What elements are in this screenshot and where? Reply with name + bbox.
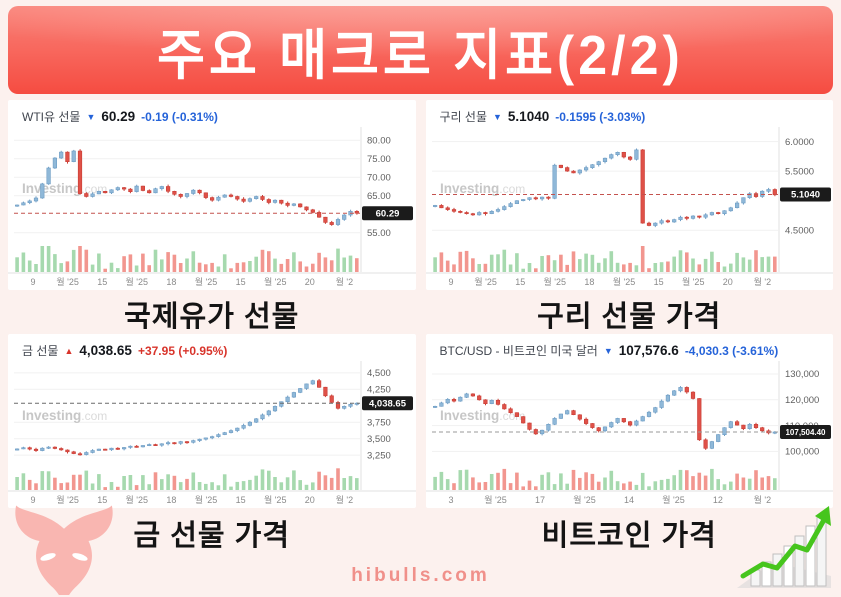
svg-text:월 '25: 월 '25 xyxy=(484,494,507,505)
caption-gold: 금 선물 가격 xyxy=(133,520,290,552)
svg-text:20: 20 xyxy=(722,277,732,287)
svg-text:80.00: 80.00 xyxy=(367,136,391,147)
last-price: 4,038.65 xyxy=(79,343,132,358)
svg-text:월 '25: 월 '25 xyxy=(195,494,218,505)
price-change: -0.1595 (-3.03%) xyxy=(555,109,646,124)
svg-text:14: 14 xyxy=(623,495,633,505)
site-watermark: hibulls.com xyxy=(351,565,490,586)
svg-text:Investing.com: Investing.com xyxy=(22,408,107,423)
svg-text:18: 18 xyxy=(584,277,594,287)
svg-text:17: 17 xyxy=(534,495,544,505)
svg-text:65.00: 65.00 xyxy=(367,191,391,202)
svg-text:5.1040: 5.1040 xyxy=(790,190,819,201)
instrument-label: BTC/USD - 비트코인 미국 달러 xyxy=(439,344,598,358)
svg-text:월 '25: 월 '25 xyxy=(543,276,566,287)
price-down-arrow-icon: ▼ xyxy=(493,111,502,122)
svg-text:20: 20 xyxy=(305,495,315,505)
svg-text:월 '25: 월 '25 xyxy=(573,494,596,505)
svg-text:18: 18 xyxy=(166,495,176,505)
chart-panel-gold: 금 선물 ▲ 4,038.65 +37.95 (+0.95%) 4,500 4,2… xyxy=(8,334,416,508)
svg-text:9: 9 xyxy=(448,277,453,287)
price-change: -4,030.3 (-3.61%) xyxy=(684,343,779,358)
title-banner: 주요 매크로 지표(2/2) xyxy=(8,6,833,94)
price-change: -0.19 (-0.31%) xyxy=(141,109,218,124)
price-up-arrow-icon: ▲ xyxy=(64,345,74,356)
svg-text:12: 12 xyxy=(712,495,722,505)
svg-text:3,500: 3,500 xyxy=(367,434,391,445)
last-price: 60.29 xyxy=(101,109,136,124)
price-down-arrow-icon: ▼ xyxy=(603,345,613,356)
chart-panel-btc: BTC/USD - 비트코인 미국 달러 ▼ 107,576.6 -4,030.… xyxy=(425,334,834,508)
svg-text:6.0000: 6.0000 xyxy=(785,137,814,148)
instrument-label: 금 선물 xyxy=(22,344,59,358)
candlestick-chart-wti: 80.00 75.00 70.00 65.00 55.00 Investing.com 60… xyxy=(8,125,416,290)
svg-text:130,000: 130,000 xyxy=(785,369,819,380)
svg-text:9: 9 xyxy=(30,495,35,505)
svg-text:100,000: 100,000 xyxy=(785,447,819,458)
svg-text:60.29: 60.29 xyxy=(376,208,400,219)
svg-text:75.00: 75.00 xyxy=(367,154,391,165)
instrument-label: 구리 선물 xyxy=(439,110,488,124)
svg-text:5.5000: 5.5000 xyxy=(785,166,814,177)
instrument-label: WTI유 선물 xyxy=(22,110,81,124)
svg-text:월 '25: 월 '25 xyxy=(681,276,704,287)
caption-oil: 국제유가 선물 xyxy=(124,301,300,333)
svg-text:월 '25: 월 '25 xyxy=(126,494,149,505)
svg-text:월 '25: 월 '25 xyxy=(56,494,79,505)
chart-panel-copper: 구리 선물 ▼ 5.1040 -0.1595 (-3.03%) 6.0000 5.… xyxy=(425,100,834,290)
svg-text:4.5000: 4.5000 xyxy=(785,225,814,236)
svg-text:15: 15 xyxy=(236,495,246,505)
svg-text:18: 18 xyxy=(166,277,176,287)
svg-text:월 '25: 월 '25 xyxy=(264,276,287,287)
chart-panel-wti: WTI유 선물 ▼ 60.29 -0.19 (-0.31%) 80.00 75.0… xyxy=(8,100,416,290)
svg-text:월 '25: 월 '25 xyxy=(264,494,287,505)
svg-text:월 '2: 월 '2 xyxy=(753,276,771,287)
svg-text:월 '2: 월 '2 xyxy=(753,494,771,505)
svg-text:월 '25: 월 '25 xyxy=(612,276,635,287)
svg-text:9: 9 xyxy=(30,277,35,287)
svg-text:15: 15 xyxy=(236,277,246,287)
chart-header-wti: WTI유 선물 ▼ 60.29 -0.19 (-0.31%) xyxy=(8,100,416,125)
page-title: 주요 매크로 지표(2/2) xyxy=(157,25,684,87)
svg-text:70.00: 70.00 xyxy=(367,173,391,184)
growth-chart-icon xyxy=(733,502,835,592)
svg-text:월 '25: 월 '25 xyxy=(474,276,497,287)
svg-text:3,250: 3,250 xyxy=(367,450,391,461)
svg-text:15: 15 xyxy=(97,277,107,287)
svg-text:Investing.com: Investing.com xyxy=(440,181,525,196)
svg-text:월 '2: 월 '2 xyxy=(336,494,354,505)
caption-copper: 구리 선물 가격 xyxy=(537,301,722,333)
caption-bitcoin: 비트코인 가격 xyxy=(541,520,717,552)
chart-header-gold: 금 선물 ▲ 4,038.65 +37.95 (+0.95%) xyxy=(8,334,416,359)
charts-grid: WTI유 선물 ▼ 60.29 -0.19 (-0.31%) 80.00 75.0… xyxy=(8,100,833,554)
svg-text:15: 15 xyxy=(515,277,525,287)
svg-text:월 '2: 월 '2 xyxy=(336,276,354,287)
candlestick-chart-copper: 6.0000 5.5000 4.5000 Investing.com 5.1040 9 월 … xyxy=(425,125,833,290)
svg-text:월 '25: 월 '25 xyxy=(195,276,218,287)
bull-logo-icon xyxy=(0,503,128,595)
svg-text:월 '25: 월 '25 xyxy=(662,494,685,505)
svg-text:20: 20 xyxy=(305,277,315,287)
svg-text:55.00: 55.00 xyxy=(367,228,391,239)
svg-text:3,750: 3,750 xyxy=(367,417,391,428)
svg-text:Investing.com: Investing.com xyxy=(440,408,525,423)
svg-text:월 '25: 월 '25 xyxy=(126,276,149,287)
svg-text:3: 3 xyxy=(448,495,453,505)
price-change: +37.95 (+0.95%) xyxy=(137,343,228,358)
svg-text:4,250: 4,250 xyxy=(367,385,391,396)
svg-text:15: 15 xyxy=(653,277,663,287)
last-price: 107,576.6 xyxy=(618,343,679,358)
last-price: 5.1040 xyxy=(507,109,550,124)
candlestick-chart-gold: 4,500 4,250 3,750 3,500 3,250 Investing.com 4,… xyxy=(8,359,416,508)
chart-header-btc: BTC/USD - 비트코인 미국 달러 ▼ 107,576.6 -4,030.… xyxy=(426,334,834,359)
svg-text:4,038.65: 4,038.65 xyxy=(369,398,407,409)
svg-text:120,000: 120,000 xyxy=(785,395,819,406)
svg-text:15: 15 xyxy=(97,495,107,505)
price-down-arrow-icon: ▼ xyxy=(86,111,96,122)
svg-text:4,500: 4,500 xyxy=(367,368,391,379)
chart-header-copper: 구리 선물 ▼ 5.1040 -0.1595 (-3.03%) xyxy=(426,100,834,125)
svg-text:107,504.40: 107,504.40 xyxy=(785,428,826,437)
svg-text:월 '25: 월 '25 xyxy=(56,276,79,287)
candlestick-chart-btc: 130,000120,000110,000100,000Investing.co… xyxy=(425,359,833,508)
